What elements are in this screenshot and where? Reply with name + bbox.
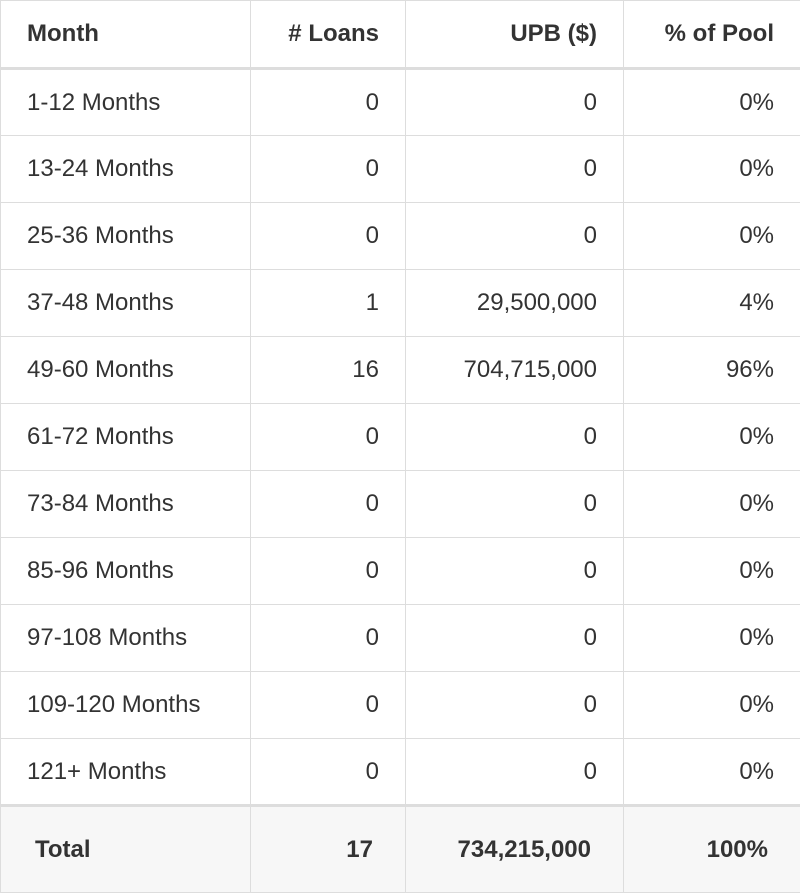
table-cell: 0 bbox=[405, 604, 624, 672]
table-body: 1-12 Months 0 0 0% 13-24 Months 0 0 0% 25-36 Mon… bbox=[0, 68, 800, 893]
table-cell: 0 bbox=[250, 202, 406, 270]
data-row: 1-12 Months 0 0 0% bbox=[0, 68, 800, 136]
table-cell: 49-60 Months bbox=[0, 336, 251, 404]
table-cell: 0 bbox=[250, 403, 406, 471]
data-row: 13-24 Months 0 0 0% bbox=[0, 135, 800, 203]
data-row: 109-120 Months 0 0 0% bbox=[0, 671, 800, 739]
table-cell: 96% bbox=[623, 336, 800, 404]
table-cell: 0% bbox=[623, 537, 800, 605]
header-row: Month # Loans UPB ($)% of Pool bbox=[0, 0, 800, 70]
table-cell: 0 bbox=[250, 537, 406, 605]
table-cell: 1 bbox=[250, 269, 406, 337]
table-cell: 97-108 Months bbox=[0, 604, 251, 672]
table-cell: 0% bbox=[623, 671, 800, 739]
table-cell: 4% bbox=[623, 269, 800, 337]
table-head: Month # Loans UPB ($)% of Pool bbox=[0, 0, 800, 70]
data-row: 61-72 Months 0 0 0% bbox=[0, 403, 800, 471]
table-cell: 29,500,000 bbox=[405, 269, 624, 337]
column-header: # Loans bbox=[250, 0, 406, 70]
table-cell: 0 bbox=[405, 68, 624, 136]
table-cell: 109-120 Months bbox=[0, 671, 251, 739]
total-cell: Total bbox=[0, 804, 251, 893]
data-row: 25-36 Months 0 0 0% bbox=[0, 202, 800, 270]
table-cell: 704,715,000 bbox=[405, 336, 624, 404]
table-cell: 0 bbox=[250, 470, 406, 538]
column-header: UPB ($) bbox=[405, 0, 624, 70]
table-cell: 0 bbox=[250, 738, 406, 806]
table-cell: 0 bbox=[250, 68, 406, 136]
table-cell: 13-24 Months bbox=[0, 135, 251, 203]
table-cell: 37-48 Months bbox=[0, 269, 251, 337]
table-cell: 0% bbox=[623, 403, 800, 471]
table-cell: 0 bbox=[405, 135, 624, 203]
column-header: Month bbox=[0, 0, 251, 70]
data-row: 49-60 Months 16 704,715,000 96% bbox=[0, 336, 800, 404]
table-cell: 61-72 Months bbox=[0, 403, 251, 471]
data-row: 37-48 Months 1 29,500,000 4% bbox=[0, 269, 800, 337]
total-row: Total 17 734,215,000 100% bbox=[0, 804, 800, 893]
table-cell: 0 bbox=[250, 135, 406, 203]
table-cell: 0 bbox=[405, 470, 624, 538]
data-row: 121+ Months 0 0 0% bbox=[0, 738, 800, 806]
total-cell: 100% bbox=[623, 804, 800, 893]
table-cell: 0% bbox=[623, 738, 800, 806]
table-cell: 25-36 Months bbox=[0, 202, 251, 270]
table-cell: 0% bbox=[623, 68, 800, 136]
data-row: 97-108 Months 0 0 0% bbox=[0, 604, 800, 672]
table-cell: 1-12 Months bbox=[0, 68, 251, 136]
table-cell: 0% bbox=[623, 604, 800, 672]
data-row: 85-96 Months 0 0 0% bbox=[0, 537, 800, 605]
table-cell: 0 bbox=[405, 671, 624, 739]
total-cell: 734,215,000 bbox=[405, 804, 624, 893]
table-cell: 0 bbox=[250, 604, 406, 672]
table-cell: 0 bbox=[405, 202, 624, 270]
table-cell: 0% bbox=[623, 470, 800, 538]
table-cell: 0% bbox=[623, 202, 800, 270]
column-header: % of Pool bbox=[623, 0, 800, 70]
table-cell: 0 bbox=[405, 537, 624, 605]
table-cell: 0 bbox=[405, 403, 624, 471]
table-cell: 73-84 Months bbox=[0, 470, 251, 538]
total-cell: 17 bbox=[250, 804, 406, 893]
table-cell: 0 bbox=[250, 671, 406, 739]
table-cell: 121+ Months bbox=[0, 738, 251, 806]
table-cell: 85-96 Months bbox=[0, 537, 251, 605]
table-cell: 0 bbox=[405, 738, 624, 806]
table-cell: 16 bbox=[250, 336, 406, 404]
data-row: 73-84 Months 0 0 0% bbox=[0, 470, 800, 538]
table-cell: 0% bbox=[623, 135, 800, 203]
